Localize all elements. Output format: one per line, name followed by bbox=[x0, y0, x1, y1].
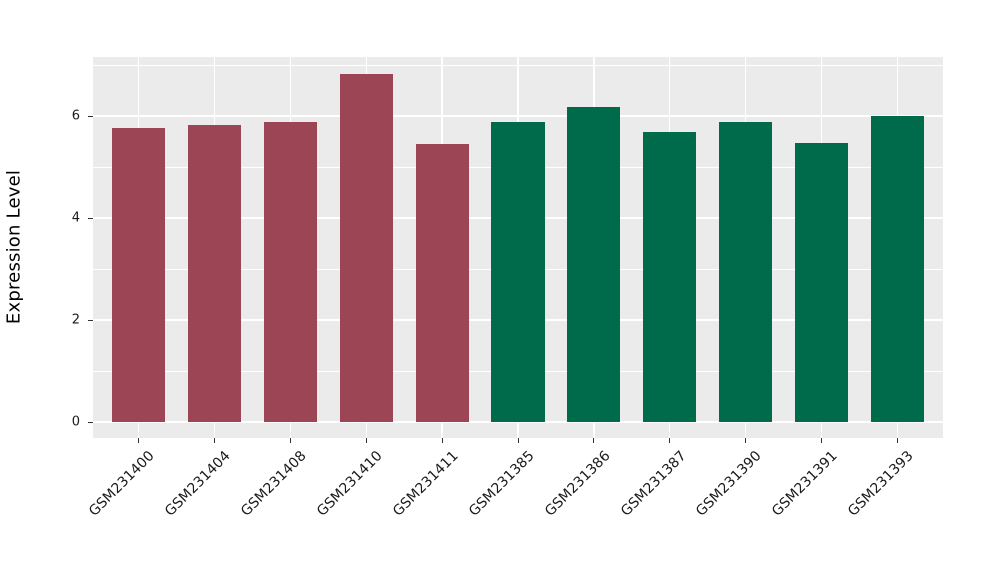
x-tick-label: GSM231404 bbox=[162, 448, 234, 520]
x-tick-label: GSM231386 bbox=[541, 448, 614, 520]
y-tick-label: 4 bbox=[71, 210, 80, 226]
x-tick-label: GSM231400 bbox=[86, 448, 158, 520]
x-tick-mark bbox=[896, 438, 898, 443]
bar bbox=[795, 143, 849, 423]
y-tick-mark bbox=[88, 319, 93, 321]
x-tick-mark bbox=[517, 438, 519, 443]
x-tick-mark bbox=[365, 438, 367, 443]
x-tick-label: GSM231393 bbox=[845, 448, 917, 520]
x-tick-label: GSM231391 bbox=[769, 448, 841, 520]
x-tick-mark bbox=[593, 438, 595, 443]
y-tick-label: 6 bbox=[71, 108, 80, 124]
x-tick-mark bbox=[138, 438, 140, 443]
bar bbox=[491, 122, 545, 423]
y-tick-label: 0 bbox=[71, 414, 80, 430]
bar bbox=[643, 131, 697, 423]
y-tick-label: 2 bbox=[71, 312, 80, 328]
x-tick-mark bbox=[745, 438, 747, 443]
plot-panel bbox=[93, 57, 943, 438]
bar bbox=[111, 128, 166, 423]
x-tick-label: GSM231408 bbox=[238, 448, 310, 520]
y-tick-mark bbox=[88, 115, 93, 117]
x-tick-mark bbox=[289, 438, 291, 443]
x-tick-mark bbox=[441, 438, 443, 443]
x-tick-mark bbox=[669, 438, 671, 443]
bar bbox=[870, 115, 925, 423]
x-tick-mark bbox=[213, 438, 215, 443]
bar bbox=[719, 122, 773, 423]
bar bbox=[187, 125, 241, 423]
bar bbox=[339, 73, 393, 423]
x-tick-label: GSM231390 bbox=[693, 448, 766, 520]
y-tick-mark bbox=[88, 421, 93, 423]
bar bbox=[263, 122, 317, 423]
y-tick-mark bbox=[88, 217, 93, 219]
x-tick-label: GSM231387 bbox=[617, 448, 690, 520]
bar bbox=[567, 106, 621, 423]
x-tick-label: GSM231410 bbox=[313, 448, 386, 520]
x-tick-mark bbox=[821, 438, 823, 443]
bar bbox=[415, 144, 469, 423]
x-tick-label: GSM231411 bbox=[389, 448, 462, 520]
x-tick-label: GSM231385 bbox=[465, 448, 538, 520]
y-axis-title: Expression Level bbox=[3, 169, 25, 325]
